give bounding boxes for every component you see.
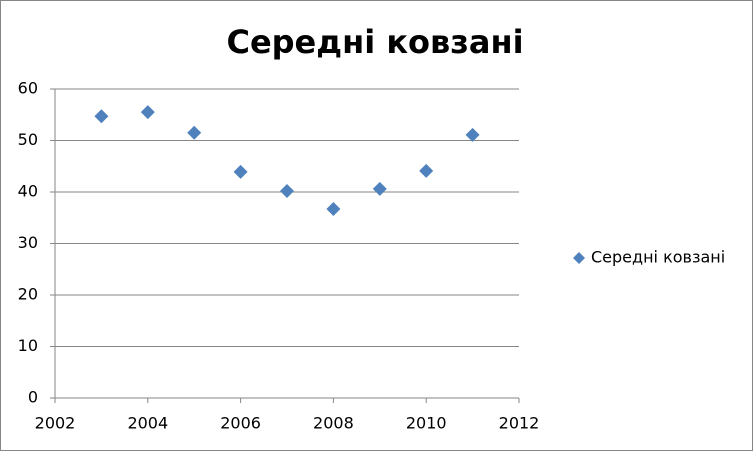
y-tick-label: 10 <box>18 336 38 355</box>
x-tick-label: 2010 <box>406 414 447 433</box>
point <box>187 125 202 140</box>
point <box>465 127 480 142</box>
point <box>140 105 155 120</box>
legend-label: Середні ковзані <box>591 248 725 267</box>
point <box>94 109 109 124</box>
legend-marker <box>573 252 585 264</box>
chart-title: Середні ковзані <box>226 23 523 61</box>
x-tick-label: 2006 <box>220 414 261 433</box>
y-tick-label: 20 <box>18 285 38 304</box>
y-tick-label: 50 <box>18 130 38 149</box>
y-tick-label: 30 <box>18 233 38 252</box>
x-tick-label: 2008 <box>313 414 354 433</box>
point <box>326 201 341 216</box>
point <box>419 163 434 178</box>
x-tick-label: 2004 <box>127 414 168 433</box>
y-tick-label: 60 <box>18 79 38 98</box>
point <box>280 183 294 198</box>
point <box>233 164 248 179</box>
y-tick-label: 40 <box>18 182 38 201</box>
x-tick-label: 2002 <box>35 414 76 433</box>
x-tick-label: 2012 <box>499 414 540 433</box>
point <box>372 181 387 196</box>
y-tick-label: 0 <box>28 388 38 407</box>
